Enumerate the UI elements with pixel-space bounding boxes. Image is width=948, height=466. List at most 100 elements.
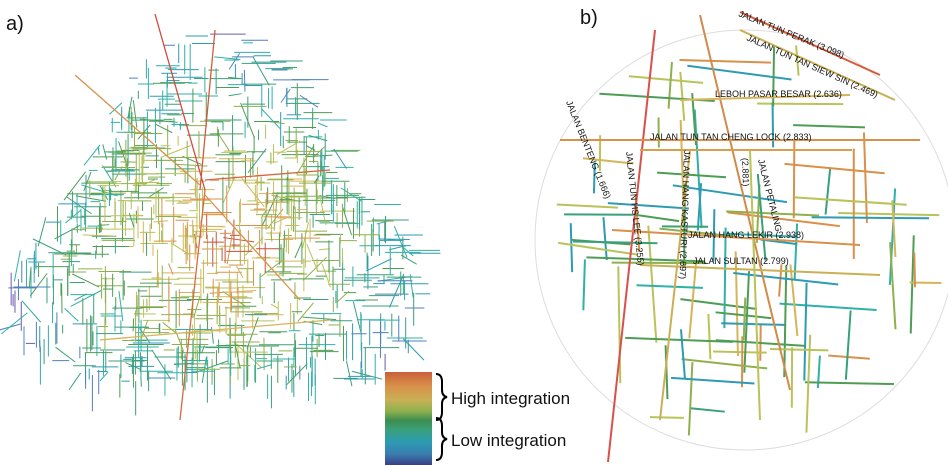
street-segment	[739, 11, 881, 76]
street-segment	[66, 196, 92, 215]
street-segment	[28, 266, 32, 289]
street-segment	[679, 71, 686, 121]
street-segment	[128, 213, 135, 228]
street-segment	[214, 56, 241, 61]
street-segment	[179, 189, 206, 421]
street-segment	[749, 149, 761, 421]
street-segment	[687, 362, 694, 436]
street-segment	[828, 354, 870, 360]
street-segment	[109, 102, 123, 115]
street-segment	[770, 348, 829, 352]
street-segment	[756, 173, 767, 261]
street-segment	[733, 271, 839, 286]
street-segment	[889, 242, 897, 330]
street-label: JALAN SULTAN (2.799)	[693, 256, 789, 266]
street-segment	[170, 242, 191, 256]
street-segment	[679, 94, 851, 101]
street-segment	[217, 132, 230, 152]
street-segment	[235, 265, 244, 279]
legend-label: Low integration	[451, 431, 566, 450]
legend-label: High integration	[451, 389, 570, 408]
street-segment	[247, 148, 267, 174]
street-segment	[723, 227, 727, 329]
street-label: JALAN HANG KASTURI (2.697)	[677, 150, 691, 279]
street-segment	[199, 29, 216, 191]
street-segment	[340, 187, 362, 202]
street-segment	[54, 224, 81, 240]
street-segment	[657, 171, 727, 179]
street-segment	[68, 372, 82, 391]
street-segment	[569, 223, 574, 273]
street-segment	[118, 141, 130, 172]
street-segment	[294, 241, 303, 259]
street-segment	[667, 61, 673, 109]
street-segment	[742, 297, 747, 341]
brace	[435, 373, 448, 421]
street-segment	[393, 225, 408, 258]
street-segment	[670, 376, 755, 385]
street-segment	[336, 290, 350, 303]
street-segment	[270, 303, 279, 310]
street-segment	[633, 213, 680, 223]
street-segment	[321, 263, 331, 288]
street-segment	[687, 64, 792, 81]
street-segment	[82, 234, 117, 237]
street-segment	[154, 13, 206, 191]
street-segment	[204, 194, 301, 301]
street-segment	[81, 184, 118, 197]
street-segment	[804, 381, 894, 386]
street-segment	[378, 238, 410, 240]
street-segment	[659, 227, 737, 238]
street-segment	[155, 123, 173, 134]
street-segment	[611, 229, 861, 246]
street-segment	[256, 364, 273, 370]
zoom-circle	[534, 29, 948, 451]
street-segment	[607, 29, 656, 463]
street-segment	[707, 313, 712, 360]
street-segment	[204, 169, 331, 181]
street-segment	[223, 237, 255, 243]
street-segment	[333, 148, 347, 169]
street-segment	[98, 224, 110, 226]
street-segment	[29, 273, 48, 297]
street-segment	[83, 171, 92, 192]
street-segment	[139, 118, 178, 123]
street-segment	[306, 244, 319, 273]
street-segment	[693, 109, 703, 229]
street-segment	[389, 273, 405, 308]
street-segment	[772, 44, 776, 107]
street-segment	[688, 261, 698, 339]
network-map-b	[556, 11, 942, 463]
street-segment	[715, 311, 772, 320]
street-segment	[793, 124, 866, 129]
street-segment	[132, 318, 135, 332]
street-label: JALAN TUN TAN CHENG LOCK (2.833)	[650, 132, 812, 142]
street-segment	[617, 266, 622, 384]
street-segment	[276, 140, 301, 155]
street-segment	[74, 74, 201, 186]
street-segment	[713, 350, 767, 354]
street-segment	[13, 250, 21, 282]
street-segment	[228, 93, 242, 97]
street-segment	[625, 336, 733, 343]
street-segment	[286, 363, 308, 386]
street-segment	[838, 211, 940, 217]
street-segment	[345, 360, 353, 387]
street-segment	[556, 203, 618, 209]
street-segment	[313, 175, 320, 184]
street-segment	[721, 322, 786, 326]
panel-label: b)	[580, 7, 598, 29]
street-segment	[636, 284, 703, 289]
street-segment	[784, 162, 885, 175]
street-segment	[400, 254, 417, 265]
street-segment	[299, 94, 319, 108]
street-segment	[196, 360, 228, 373]
street-segment	[226, 230, 234, 265]
street-segment	[114, 166, 123, 181]
street-segment	[824, 167, 832, 215]
street-segment	[689, 407, 725, 413]
street-segment	[97, 146, 100, 155]
street-segment	[582, 157, 634, 165]
street-segment	[139, 179, 155, 187]
